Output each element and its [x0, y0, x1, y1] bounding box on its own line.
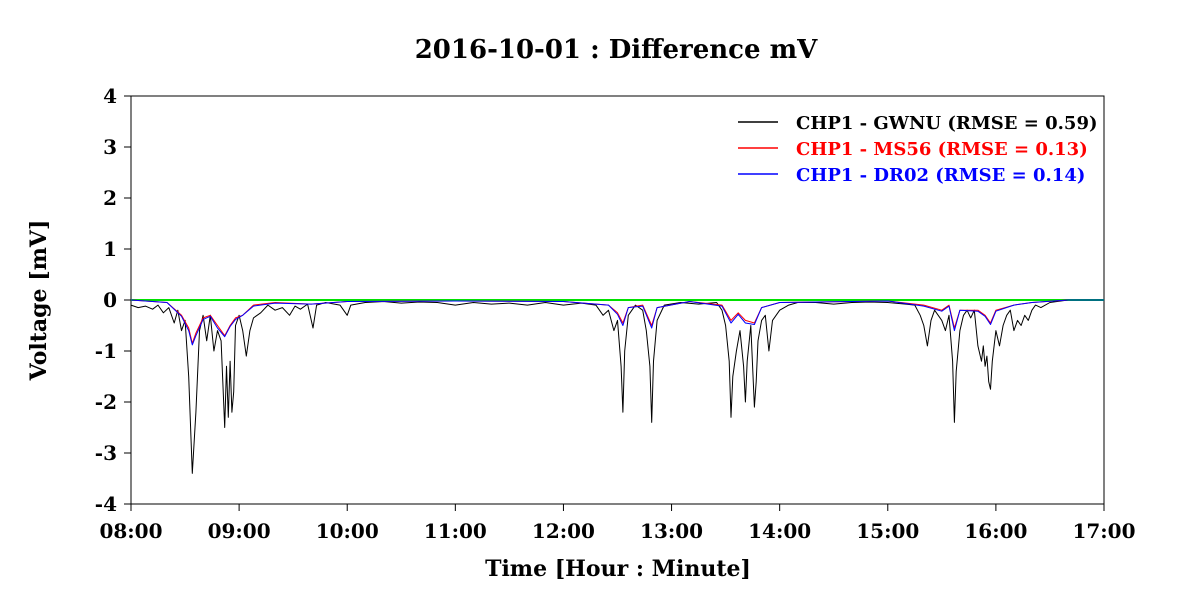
y-axis: 4 3 2 1 0 -1 -2 -3 -4 — [95, 84, 131, 516]
y-tick-label: 0 — [103, 288, 117, 312]
x-tick-label: 10:00 — [316, 519, 379, 543]
legend-label: CHP1 - DR02 (RMSE = 0.14) — [796, 165, 1085, 186]
y-tick-label: 2 — [103, 186, 117, 210]
x-tick-label: 13:00 — [640, 519, 703, 543]
y-tick-label: 4 — [103, 84, 117, 108]
x-tick-label: 17:00 — [1072, 519, 1135, 543]
x-tick-label: 15:00 — [856, 519, 919, 543]
series-group — [130, 299, 1104, 474]
x-tick-label: 16:00 — [964, 519, 1027, 543]
x-axis-title: Time [Hour : Minute] — [485, 556, 751, 582]
x-tick-label: 09:00 — [208, 519, 271, 543]
y-tick-label: -3 — [95, 441, 117, 465]
x-tick-label: 14:00 — [748, 519, 811, 543]
y-axis-title: Voltage [mV] — [26, 220, 52, 382]
y-tick-label: 3 — [103, 135, 117, 159]
y-tick-label: -1 — [95, 339, 117, 363]
x-tick-label: 11:00 — [424, 519, 487, 543]
y-tick-label: -2 — [95, 390, 117, 414]
series-line-3 — [130, 299, 1104, 346]
x-tick-label: 08:00 — [99, 519, 162, 543]
legend-label: CHP1 - MS56 (RMSE = 0.13) — [796, 139, 1088, 160]
y-tick-label: -4 — [95, 492, 117, 516]
legend-label: CHP1 - GWNU (RMSE = 0.59) — [796, 113, 1098, 134]
legend: CHP1 - GWNU (RMSE = 0.59) CHP1 - MS56 (RM… — [738, 113, 1098, 186]
series-line-1 — [130, 299, 1104, 474]
y-tick-label: 1 — [103, 237, 117, 261]
x-axis: 08:00 09:00 10:00 11:00 12:00 13:00 14:00 15:00… — [99, 504, 1136, 543]
x-tick-label: 12:00 — [532, 519, 595, 543]
chart-title: 2016-10-01 : Difference mV — [415, 35, 818, 65]
